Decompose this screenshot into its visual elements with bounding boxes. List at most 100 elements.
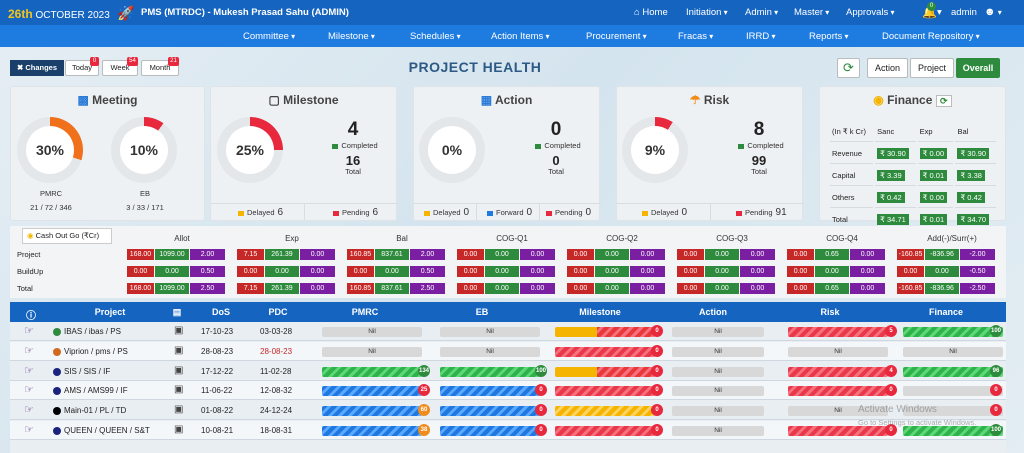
subnav-irrd[interactable]: IRRD [746, 32, 775, 42]
view-overall-button[interactable]: Overall [956, 58, 1000, 78]
subnav-schedules[interactable]: Schedules [410, 32, 461, 42]
risk-bar[interactable]: Nil [788, 406, 888, 417]
cashout-button[interactable]: ◉ Cash Out Go (₹Cr) [22, 228, 112, 244]
subnav-committee[interactable]: Committee [243, 32, 295, 42]
table-row[interactable]: ☞ Main-01 / PL / TD ▣ 01-08-22 24-12-24 60 0 0 N… [10, 401, 1006, 421]
milestone-bar[interactable] [555, 386, 655, 397]
eb-bar[interactable]: Nil [440, 346, 540, 357]
table-row[interactable]: ☞ IBAS / ibas / PS ▣ 17-10-23 03-03-28 Nil Nil… [10, 322, 1006, 341]
nav-approvals[interactable]: Approvals [846, 8, 895, 18]
eb-bar[interactable] [440, 386, 540, 397]
eb-bar[interactable] [440, 426, 540, 436]
project-name[interactable]: AMS / AMS99 / IF [64, 386, 128, 396]
finance-bar[interactable] [903, 426, 1003, 436]
subnav-action-items[interactable]: Action Items [491, 32, 550, 42]
pmrc-badge: 60 [418, 404, 430, 417]
refresh-icon[interactable]: ⟳ [837, 58, 860, 78]
action-bar[interactable]: Nil [672, 366, 764, 377]
cashout-cell: 1099.00 [155, 283, 189, 294]
pmrc-bar[interactable] [322, 406, 422, 417]
finance-bar[interactable] [903, 386, 1003, 397]
action-bar[interactable]: Nil [672, 327, 764, 337]
subnav-procurement[interactable]: Procurement [586, 32, 647, 42]
th-pmrc[interactable]: PMRC [351, 307, 379, 317]
pointer-hand-icon[interactable]: ☞ [24, 364, 34, 377]
changes-button[interactable]: ✖ Changes [10, 60, 64, 76]
subnav-fracas[interactable]: Fracas [678, 32, 713, 42]
monitor-icon[interactable]: ▣ [174, 384, 184, 396]
monitor-icon[interactable]: ▣ [174, 404, 184, 416]
project-name[interactable]: SIS / SIS / IF [64, 366, 111, 376]
action-bar[interactable]: Nil [672, 406, 764, 417]
cashout-col-header: COG-Q2 [606, 234, 638, 243]
user-icon[interactable]: ☻ [984, 7, 1002, 18]
milestone-bar[interactable] [555, 327, 655, 337]
monitor-icon[interactable]: ▣ [174, 344, 184, 356]
table-row[interactable]: ☞ Viprion / pms / PS ▣ 28-08-23 28-08-23 Nil N… [10, 341, 1006, 361]
pointer-hand-icon[interactable]: ☞ [24, 384, 34, 397]
risk-bar[interactable] [788, 327, 888, 337]
monitor-icon[interactable]: ▣ [174, 325, 184, 336]
th-pdc[interactable]: PDC [268, 307, 288, 317]
th-milestone[interactable]: Milestone [579, 307, 621, 317]
action-bar[interactable]: Nil [672, 386, 764, 397]
th-risk[interactable]: Risk [820, 307, 840, 317]
th-action[interactable]: Action [699, 307, 727, 317]
th-project[interactable]: Project [94, 307, 126, 317]
monitor-icon[interactable]: ▣ [174, 364, 184, 376]
project-name[interactable]: Viprion / pms / PS [64, 346, 128, 356]
th-dos[interactable]: DoS [212, 307, 230, 317]
pmrc-bar[interactable] [322, 366, 422, 377]
table-row[interactable]: ☞ QUEEN / QUEEN / S&T ▣ 10-08-21 18-08-31 38 0… [10, 421, 1006, 440]
nav-admin[interactable]: Admin [745, 8, 778, 18]
monitor-icon[interactable]: ▣ [174, 424, 184, 435]
meeting-icon: ▩ [77, 93, 89, 107]
finance-refresh-icon[interactable]: ⟳ [935, 95, 952, 107]
th-eb[interactable]: EB [475, 307, 489, 317]
finance-bar[interactable] [903, 327, 1003, 337]
table-row[interactable]: ☞ AMS / AMS99 / IF ▣ 11-06-22 12-08-32 25 0 0 Ni… [10, 381, 1006, 401]
finance-bar[interactable]: Nil [903, 346, 1003, 357]
milestone-bar[interactable] [555, 406, 655, 417]
milestone-bar[interactable] [555, 426, 655, 436]
project-name[interactable]: IBAS / ibas / PS [64, 327, 121, 336]
finance-bar[interactable] [903, 366, 1003, 377]
eb-bar[interactable]: Nil [440, 327, 540, 337]
subnav-milestone[interactable]: Milestone [328, 32, 375, 42]
nav-home-label[interactable]: Home [642, 7, 668, 18]
nav-initiation[interactable]: Initiation [686, 8, 728, 18]
pointer-hand-icon[interactable]: ☞ [24, 344, 34, 357]
view-project-button[interactable]: Project [910, 58, 954, 78]
pointer-hand-icon[interactable]: ☞ [24, 325, 34, 337]
risk-bar[interactable] [788, 366, 888, 377]
project-name[interactable]: QUEEN / QUEEN / S&T [64, 426, 150, 435]
subnav-reports[interactable]: Reports [809, 32, 849, 42]
table-row[interactable]: ☞ SIS / SIS / IF ▣ 17-12-22 11-02-28 134 100 0 N… [10, 362, 1006, 381]
user-name[interactable]: admin [951, 7, 977, 18]
eb-bar[interactable] [440, 406, 540, 417]
nav-home[interactable]: ⌂ Home [634, 7, 668, 18]
subnav-document-repository[interactable]: Document Repository [882, 32, 980, 42]
project-name[interactable]: Main-01 / PL / TD [64, 406, 127, 416]
notification-count: 0 [927, 2, 936, 11]
risk-bar[interactable]: Nil [788, 346, 888, 357]
pointer-hand-icon[interactable]: ☞ [24, 424, 34, 436]
milestone-bar[interactable] [555, 366, 655, 377]
action-bar[interactable]: Nil [672, 346, 764, 357]
th-finance[interactable]: Finance [928, 307, 963, 317]
pmrc-bar[interactable]: Nil [322, 327, 422, 337]
bell-caret-icon[interactable]: ▾ [937, 7, 942, 18]
nav-master[interactable]: Master [794, 8, 829, 18]
risk-bar[interactable] [788, 386, 888, 397]
pointer-hand-icon[interactable]: ☞ [24, 404, 34, 417]
info-icon[interactable]: ⓘ [26, 311, 36, 322]
pmrc-bar[interactable] [322, 426, 422, 436]
view-action-button[interactable]: Action [867, 58, 908, 78]
milestone-bar[interactable] [555, 346, 655, 357]
risk-bar[interactable] [788, 426, 888, 436]
pmrc-bar[interactable] [322, 386, 422, 397]
pmrc-bar[interactable]: Nil [322, 346, 422, 357]
finance-bar[interactable] [903, 406, 1003, 417]
eb-bar[interactable] [440, 366, 540, 377]
action-bar[interactable]: Nil [672, 426, 764, 436]
